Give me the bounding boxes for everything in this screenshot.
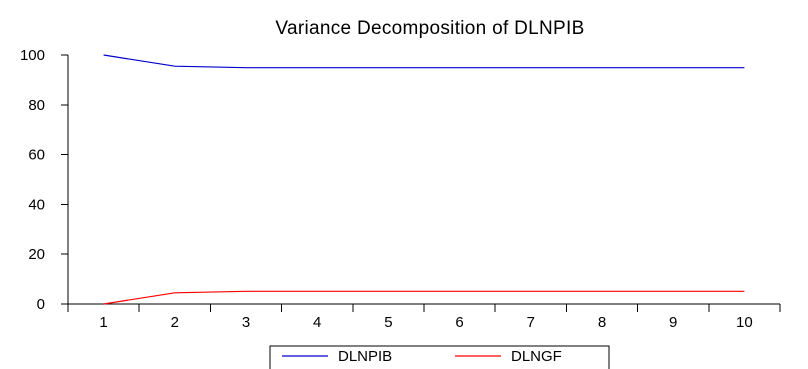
- chart-series-group: [103, 54, 745, 305]
- y-tick-label: 40: [28, 196, 45, 213]
- chart-title: Variance Decomposition of DLNPIB: [275, 18, 584, 39]
- chart-axes: 0 20 40 60 80 100 1 2 3 4 5 6 7 8 9 10: [20, 47, 781, 331]
- x-tick-label: 1: [99, 314, 107, 331]
- x-tick-label: 4: [313, 314, 321, 331]
- x-tick-label: 6: [455, 314, 463, 331]
- legend-box: [269, 345, 610, 369]
- x-tick-label: 7: [527, 314, 535, 331]
- x-tick-label: 5: [384, 314, 392, 331]
- y-tick-label: 20: [28, 246, 45, 263]
- chart-legend: DLNPIB DLNGF: [269, 345, 610, 369]
- legend-label-dlnpib: DLNPIB: [338, 348, 392, 365]
- x-tick-label: 8: [598, 314, 606, 331]
- x-tick-label: 10: [736, 314, 753, 331]
- y-tick-label: 60: [28, 147, 45, 164]
- x-tick-label: 3: [242, 314, 250, 331]
- y-tick-label: 100: [20, 47, 45, 64]
- y-tick-label: 80: [28, 97, 45, 114]
- y-tick-label: 0: [37, 296, 45, 313]
- x-tick-label: 2: [171, 314, 179, 331]
- x-tick-label: 9: [669, 314, 677, 331]
- series-line-dlnpib: [103, 54, 745, 69]
- legend-label-dlngf: DLNGF: [511, 348, 562, 365]
- series-line-dlngf: [103, 290, 745, 305]
